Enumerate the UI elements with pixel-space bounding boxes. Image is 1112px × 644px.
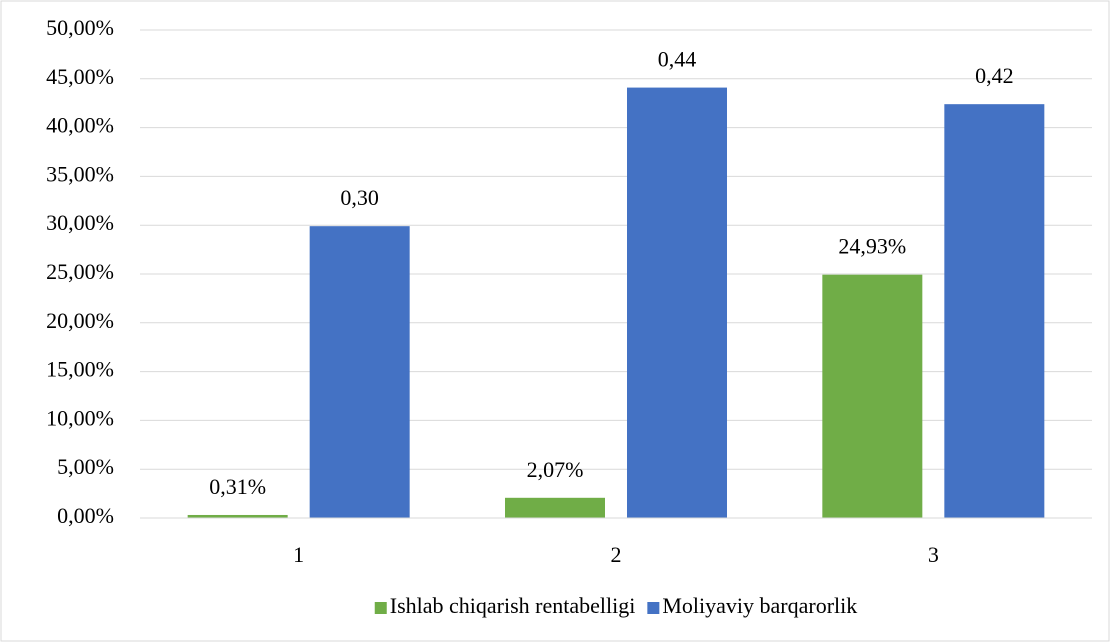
bar bbox=[309, 226, 410, 518]
x-tick-label: 3 bbox=[928, 542, 939, 567]
x-tick-label: 1 bbox=[293, 542, 304, 567]
data-label: 0,44 bbox=[658, 47, 697, 72]
y-tick-label: 10,00% bbox=[46, 405, 114, 430]
y-tick-label: 20,00% bbox=[46, 308, 114, 333]
y-tick-label: 40,00% bbox=[46, 113, 114, 138]
bar bbox=[505, 497, 605, 518]
bar bbox=[187, 514, 288, 518]
y-tick-label: 5,00% bbox=[57, 454, 114, 479]
data-label: 0,31% bbox=[209, 474, 266, 499]
legend-label: Ishlab chiqarish rentabelligi bbox=[390, 593, 636, 618]
data-label: 2,07% bbox=[527, 457, 584, 482]
bar bbox=[627, 87, 727, 519]
y-tick-label: 25,00% bbox=[46, 259, 114, 284]
legend-swatch bbox=[374, 602, 387, 614]
x-tick-label: 2 bbox=[611, 542, 622, 567]
legend: Ishlab chiqarish rentabelligi Moliyaviy b… bbox=[374, 593, 857, 618]
legend-label: Moliyaviy barqarorlik bbox=[662, 593, 857, 618]
data-label: 24,93% bbox=[838, 234, 906, 259]
bar bbox=[822, 274, 923, 518]
data-label: 0,42 bbox=[975, 63, 1014, 88]
data-label: 0,30 bbox=[340, 185, 379, 210]
bar bbox=[944, 104, 1045, 519]
y-tick-label: 0,00% bbox=[57, 503, 114, 528]
y-tick-label: 50,00% bbox=[46, 15, 114, 40]
y-tick-label: 45,00% bbox=[46, 64, 114, 89]
y-tick-label: 35,00% bbox=[46, 161, 114, 186]
y-tick-label: 15,00% bbox=[46, 357, 114, 382]
y-tick-label: 30,00% bbox=[46, 210, 114, 235]
legend-swatch bbox=[647, 602, 660, 614]
